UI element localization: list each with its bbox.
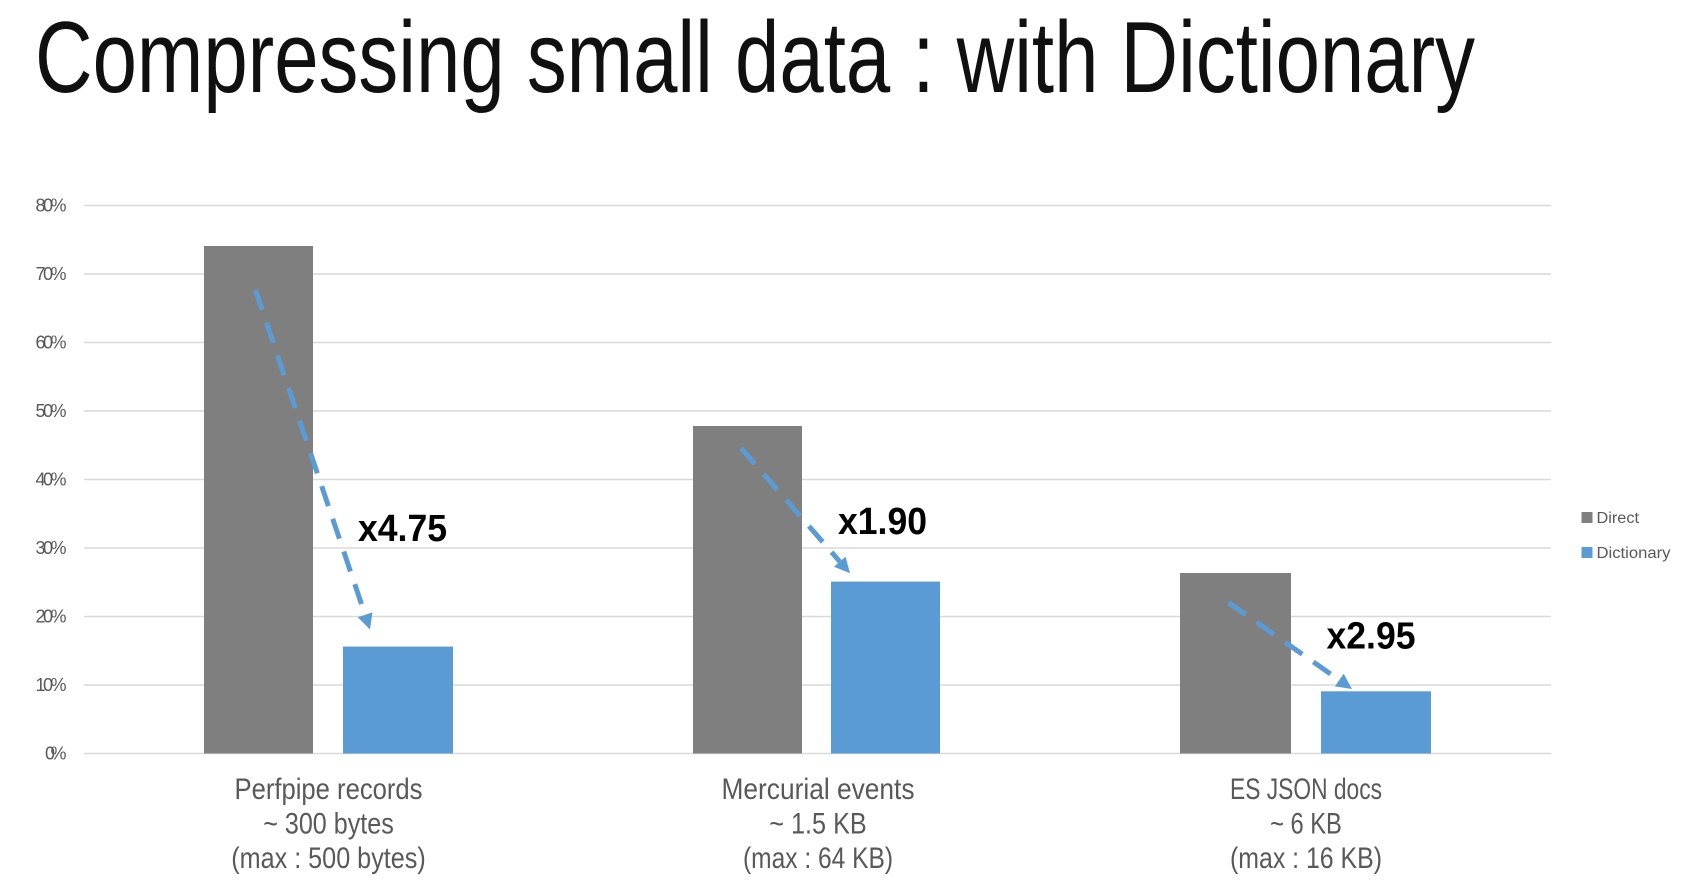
svg-text:30%: 30% xyxy=(36,538,67,558)
svg-text:Direct: Direct xyxy=(1597,510,1640,527)
svg-text:80%: 80% xyxy=(36,196,67,216)
svg-text:Dictionary: Dictionary xyxy=(1597,545,1671,562)
svg-text:60%: 60% xyxy=(36,333,67,353)
svg-text:(max : 500 bytes): (max : 500 bytes) xyxy=(231,842,426,875)
svg-text:20%: 20% xyxy=(36,607,67,627)
svg-text:Mercurial events: Mercurial events xyxy=(722,773,915,806)
svg-text:40%: 40% xyxy=(36,470,67,490)
svg-text:~ 1.5 KB: ~ 1.5 KB xyxy=(769,808,866,841)
svg-text:10%: 10% xyxy=(36,675,67,695)
svg-text:70%: 70% xyxy=(36,264,67,284)
svg-text:~ 300 bytes: ~ 300 bytes xyxy=(263,808,394,841)
svg-text:x1.90: x1.90 xyxy=(838,501,927,543)
svg-text:x2.95: x2.95 xyxy=(1327,616,1416,658)
svg-text:50%: 50% xyxy=(36,401,67,421)
svg-text:Compressing small data : with: Compressing small data : with Dictionary xyxy=(35,2,1475,114)
svg-text:~ 6 KB: ~ 6 KB xyxy=(1270,808,1342,841)
svg-text:x4.75: x4.75 xyxy=(358,508,447,550)
svg-text:(max : 64 KB): (max : 64 KB) xyxy=(743,842,893,875)
svg-text:0%: 0% xyxy=(45,744,67,764)
svg-text:Perfpipe records: Perfpipe records xyxy=(235,773,423,806)
svg-text:(max : 16 KB): (max : 16 KB) xyxy=(1230,842,1382,875)
svg-text:ES JSON docs: ES JSON docs xyxy=(1230,773,1382,806)
